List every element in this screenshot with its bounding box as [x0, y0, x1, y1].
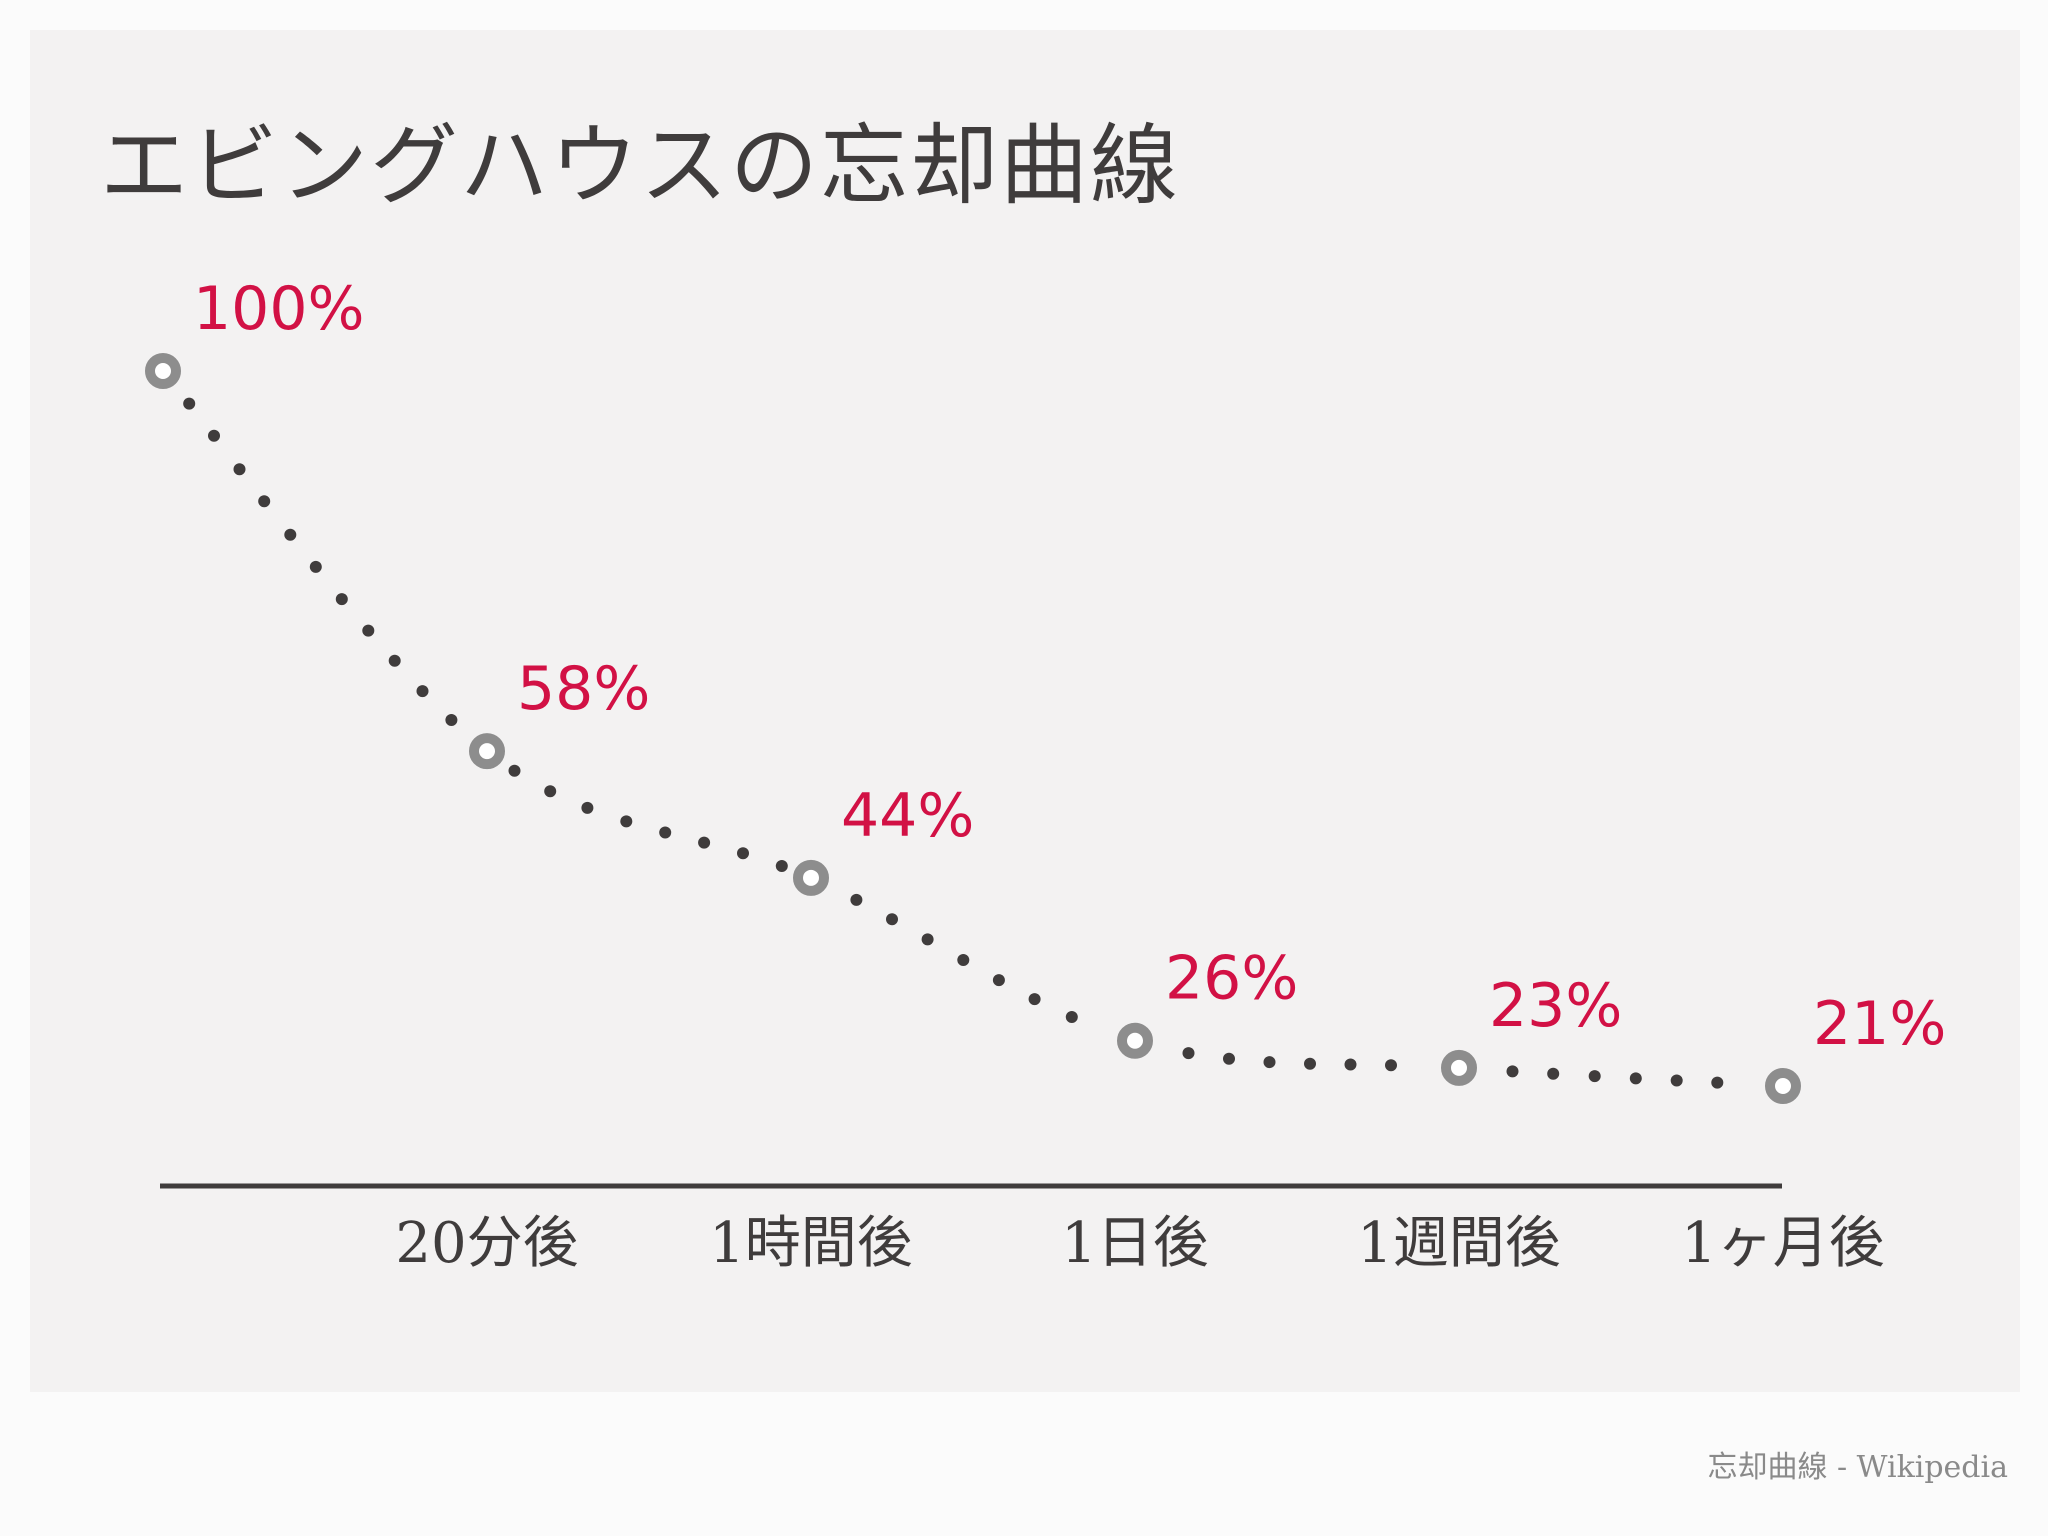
value-labels: 100% 58% 44% 26% 23% 21%	[193, 274, 1946, 1059]
source-credit: 忘却曲線 - Wikipedia	[1707, 1450, 2008, 1485]
x-tick-labels: 20分後 1時間後 1日後 1週間後 1ヶ月後	[395, 1211, 1884, 1276]
value-label: 26%	[1165, 944, 1298, 1014]
x-tick-label: 20分後	[395, 1211, 578, 1276]
curve-dot	[416, 685, 429, 698]
value-label: 44%	[841, 781, 974, 851]
curve-dot	[992, 974, 1005, 987]
curve-dot	[886, 913, 898, 926]
curve-dot	[957, 954, 970, 966]
data-point-marker	[1117, 1022, 1153, 1059]
curve-dot	[183, 397, 196, 410]
x-tick-label: 1ヶ月後	[1681, 1211, 1885, 1276]
curve-dot	[850, 893, 863, 906]
data-point-marker	[1441, 1049, 1477, 1086]
chart-title: エビングハウスの忘却曲線	[100, 114, 1181, 217]
curve-dot	[1263, 1056, 1276, 1069]
data-markers	[145, 353, 1801, 1104]
x-tick-label: 1時間後	[709, 1211, 913, 1276]
curve-dot	[1629, 1072, 1642, 1085]
curve-dot	[1547, 1067, 1560, 1080]
curve-dot	[544, 785, 557, 798]
curve-dot	[1344, 1058, 1357, 1071]
curve-dot	[737, 847, 749, 860]
curve-dot	[775, 860, 788, 872]
curve-dot	[362, 624, 375, 637]
curve-dot	[1588, 1070, 1601, 1083]
value-label: 100%	[193, 274, 365, 344]
curve-dot	[1065, 1011, 1078, 1023]
curve-dot	[258, 495, 271, 508]
data-point-marker	[469, 733, 505, 770]
curve-dot	[581, 801, 594, 814]
curve-dots	[183, 397, 1724, 1089]
curve-dot	[388, 654, 401, 667]
slide-panel	[30, 30, 2020, 1392]
curve-dot	[620, 815, 633, 828]
curve-dot	[1670, 1074, 1683, 1087]
curve-dot	[1304, 1057, 1316, 1070]
curve-dot	[1385, 1059, 1397, 1072]
curve-dot	[698, 836, 711, 849]
value-label: 58%	[517, 654, 650, 724]
curve-dot	[1182, 1047, 1195, 1060]
curve-dot	[1711, 1076, 1724, 1089]
data-point-marker	[145, 353, 181, 389]
curve-dot	[445, 714, 458, 726]
curve-dot	[335, 593, 348, 606]
curve-dot	[508, 764, 521, 777]
curve-dot	[309, 560, 322, 573]
x-tick-label: 1週間後	[1357, 1211, 1561, 1276]
value-label: 21%	[1813, 989, 1946, 1059]
curve-dot	[1028, 993, 1041, 1006]
data-point-marker	[1765, 1068, 1801, 1104]
curve-dot	[284, 528, 297, 541]
data-point-marker	[793, 859, 829, 896]
curve-dot	[1506, 1065, 1519, 1078]
x-tick-label: 1日後	[1061, 1211, 1209, 1276]
curve-dot	[1223, 1052, 1235, 1065]
curve-dot	[659, 826, 672, 839]
curve-dot	[208, 429, 220, 442]
curve-dot	[921, 933, 934, 946]
curve-dot	[233, 463, 246, 476]
value-label: 23%	[1489, 971, 1622, 1041]
